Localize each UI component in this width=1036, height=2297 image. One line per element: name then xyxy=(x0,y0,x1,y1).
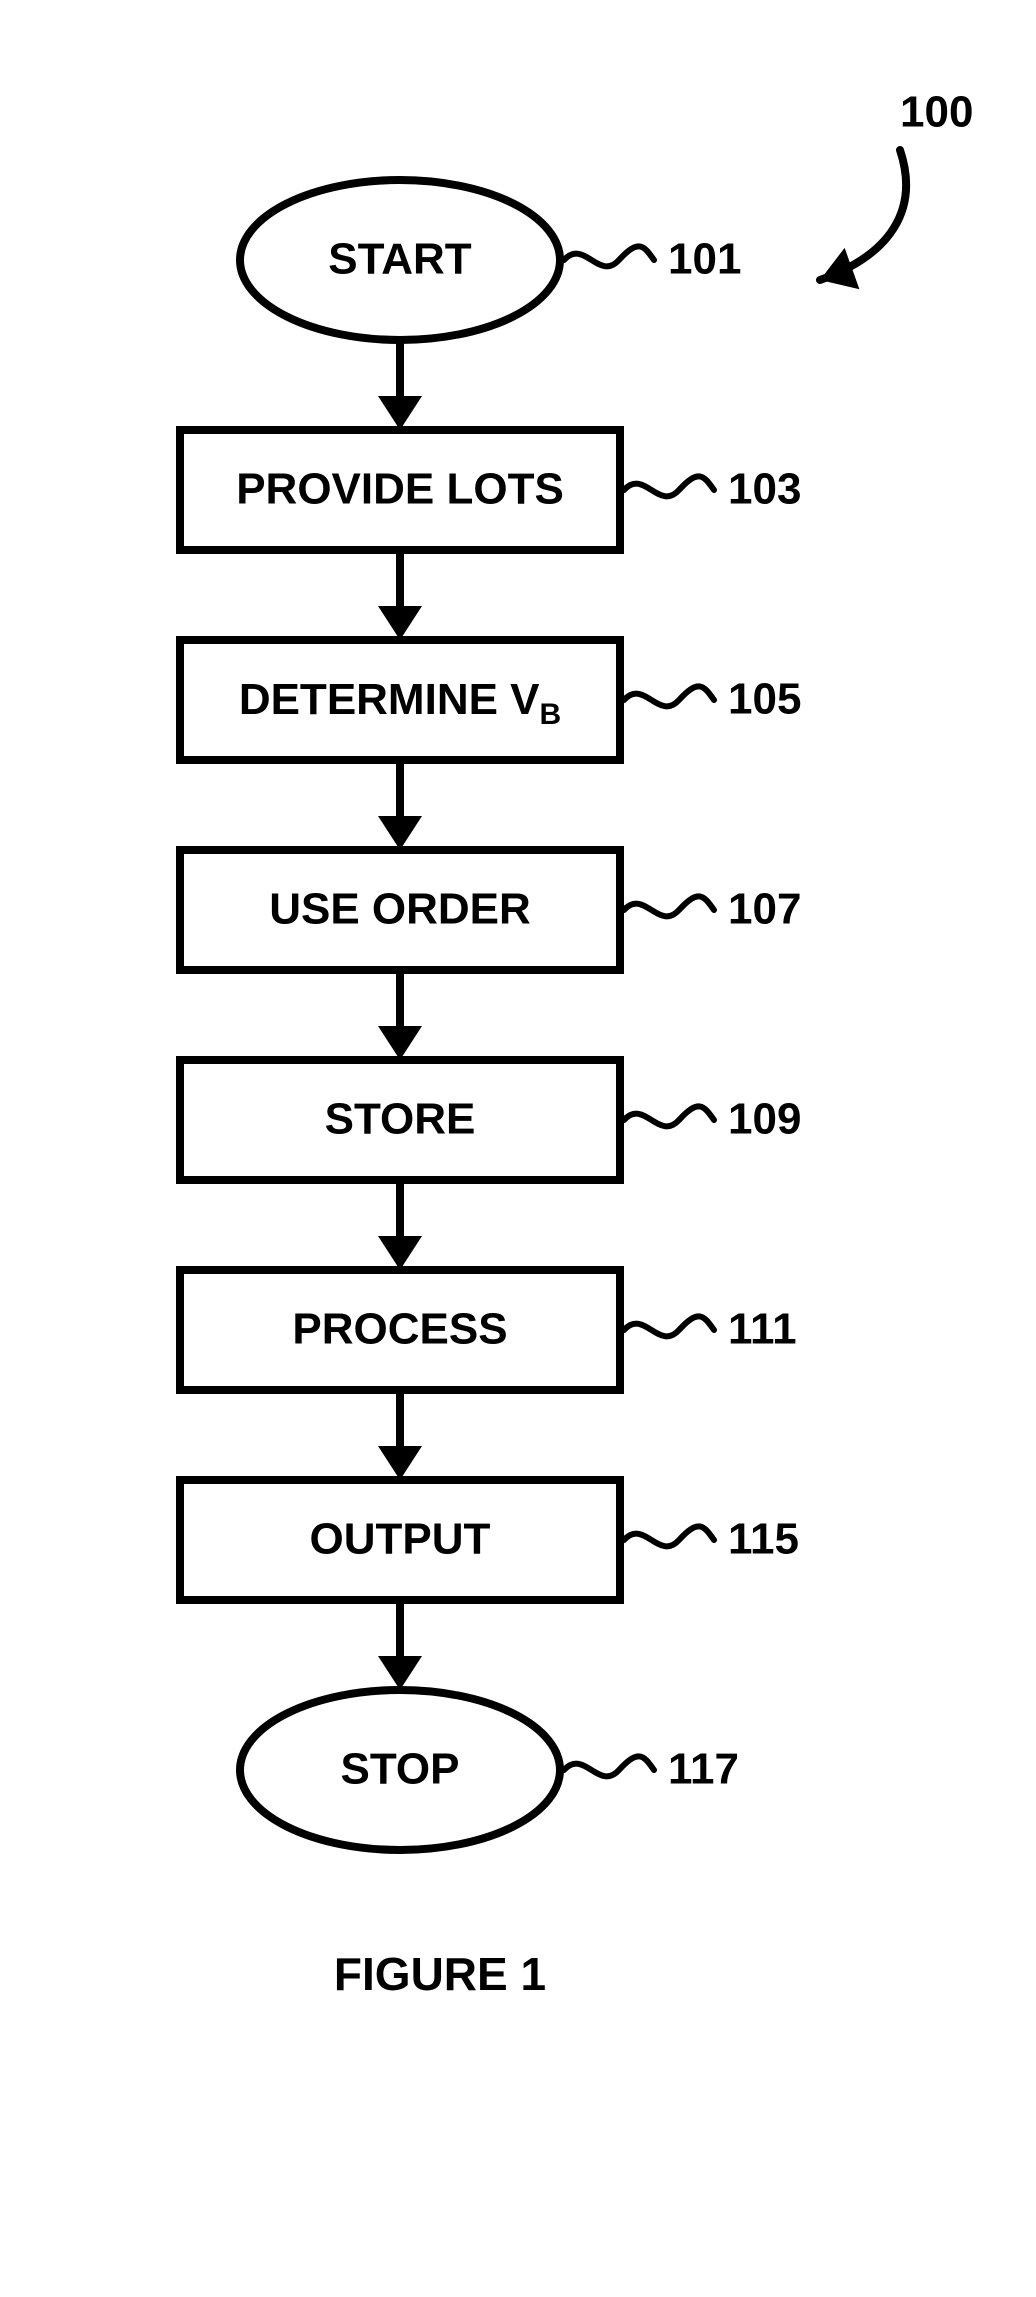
node-process-ref: 111 xyxy=(728,1305,797,1354)
node-start-ref: 101 xyxy=(668,235,741,284)
figure-caption: FIGURE 1 xyxy=(334,1948,546,2000)
node-lots-ref: 103 xyxy=(728,465,801,514)
node-store-ref: 109 xyxy=(728,1095,801,1144)
node-output-label: OUTPUT xyxy=(310,1515,491,1564)
node-stop-label: STOP xyxy=(340,1745,459,1794)
node-vb-label-sub: B xyxy=(540,698,562,731)
node-stop-ref: 117 xyxy=(668,1745,739,1794)
node-start-label: START xyxy=(328,235,472,284)
overall-ref-label: 100 xyxy=(900,88,973,137)
node-order-ref: 107 xyxy=(728,885,801,934)
node-vb-label: DETERMINE VB xyxy=(239,675,561,731)
node-store-label: STORE xyxy=(325,1095,476,1144)
node-lots-label: PROVIDE LOTS xyxy=(236,465,564,514)
node-order-label: USE ORDER xyxy=(269,885,531,934)
node-process-label: PROCESS xyxy=(292,1305,507,1354)
node-vb-ref: 105 xyxy=(728,675,801,724)
node-output-ref: 115 xyxy=(728,1515,799,1564)
